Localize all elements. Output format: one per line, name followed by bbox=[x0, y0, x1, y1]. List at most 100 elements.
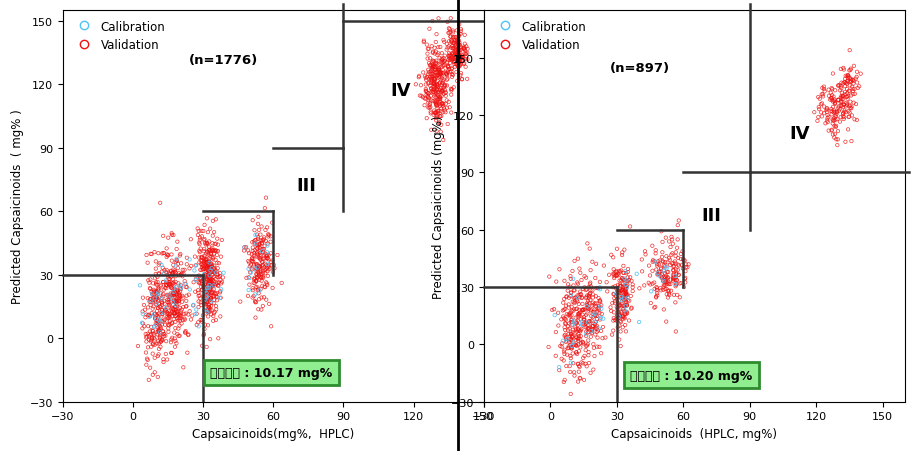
Validation bbox=[204, 269, 219, 276]
Validation bbox=[617, 288, 632, 295]
Validation bbox=[167, 316, 181, 323]
Validation bbox=[159, 356, 174, 364]
Validation bbox=[247, 247, 262, 254]
Validation bbox=[833, 87, 847, 95]
Validation bbox=[568, 324, 583, 331]
Validation bbox=[845, 86, 860, 93]
Validation bbox=[198, 307, 213, 314]
Validation bbox=[618, 298, 633, 305]
Validation bbox=[169, 257, 184, 264]
Validation bbox=[197, 274, 212, 281]
Validation bbox=[158, 308, 172, 315]
Validation bbox=[566, 307, 581, 314]
Validation bbox=[147, 314, 162, 322]
Validation bbox=[147, 341, 162, 349]
Validation bbox=[661, 279, 676, 286]
Validation bbox=[197, 263, 212, 271]
Calibration bbox=[154, 310, 169, 317]
Validation bbox=[427, 87, 442, 94]
Validation bbox=[147, 315, 162, 322]
Validation bbox=[430, 86, 444, 93]
Validation bbox=[236, 248, 251, 255]
Validation bbox=[610, 324, 625, 331]
Validation bbox=[430, 92, 444, 99]
Validation bbox=[432, 68, 447, 75]
Validation bbox=[666, 272, 681, 279]
Validation bbox=[155, 299, 169, 306]
Validation bbox=[830, 109, 845, 116]
Validation bbox=[201, 306, 215, 313]
Validation bbox=[572, 374, 587, 382]
Validation bbox=[430, 87, 444, 95]
Validation bbox=[648, 285, 662, 293]
Validation bbox=[160, 292, 175, 299]
Validation bbox=[261, 256, 276, 263]
Validation bbox=[616, 302, 631, 309]
Validation bbox=[202, 301, 216, 308]
Validation bbox=[613, 290, 627, 297]
Validation bbox=[155, 336, 169, 344]
Validation bbox=[147, 369, 162, 376]
Validation bbox=[580, 325, 594, 332]
Validation bbox=[202, 275, 217, 282]
Validation bbox=[155, 307, 169, 314]
Validation bbox=[264, 323, 278, 330]
Validation bbox=[161, 292, 176, 299]
Validation bbox=[617, 296, 632, 304]
Validation bbox=[155, 301, 169, 308]
Text: III: III bbox=[701, 207, 721, 225]
Validation bbox=[251, 242, 266, 249]
Validation bbox=[618, 328, 633, 335]
Validation bbox=[242, 250, 256, 257]
Validation bbox=[195, 286, 210, 294]
Validation bbox=[431, 67, 446, 74]
Validation bbox=[147, 303, 161, 310]
Validation bbox=[562, 310, 577, 318]
Validation bbox=[825, 109, 840, 116]
Validation bbox=[211, 272, 225, 279]
Calibration bbox=[567, 317, 582, 324]
Validation bbox=[258, 261, 273, 268]
Validation bbox=[186, 302, 201, 309]
Validation bbox=[193, 299, 208, 306]
Validation bbox=[458, 64, 473, 71]
Validation bbox=[203, 251, 218, 258]
Validation bbox=[255, 277, 269, 285]
Validation bbox=[604, 252, 618, 259]
Validation bbox=[432, 70, 447, 77]
Validation bbox=[566, 282, 581, 290]
Validation bbox=[249, 284, 264, 291]
Validation bbox=[156, 331, 170, 338]
Validation bbox=[620, 281, 635, 289]
Validation bbox=[837, 109, 852, 116]
Validation bbox=[616, 262, 631, 270]
Validation bbox=[165, 304, 180, 312]
Validation bbox=[453, 56, 468, 63]
Validation bbox=[429, 117, 443, 124]
Validation bbox=[431, 62, 446, 69]
Validation bbox=[449, 55, 463, 62]
Validation bbox=[196, 254, 211, 262]
Validation bbox=[582, 326, 596, 333]
Validation bbox=[655, 249, 670, 256]
Validation bbox=[561, 287, 575, 295]
Validation bbox=[182, 308, 197, 315]
Validation bbox=[671, 272, 686, 279]
Validation bbox=[436, 55, 451, 63]
Validation bbox=[419, 86, 433, 93]
Calibration bbox=[259, 249, 274, 256]
Validation bbox=[165, 334, 180, 341]
Validation bbox=[823, 90, 838, 97]
Validation bbox=[193, 317, 208, 324]
Calibration bbox=[202, 282, 217, 289]
Validation bbox=[201, 290, 215, 297]
Validation bbox=[447, 52, 462, 59]
Validation bbox=[638, 251, 653, 258]
Validation bbox=[572, 307, 587, 314]
Validation bbox=[812, 104, 826, 111]
Validation bbox=[202, 307, 217, 314]
Validation bbox=[828, 101, 843, 108]
Validation bbox=[255, 294, 269, 301]
Validation bbox=[204, 262, 219, 270]
Validation bbox=[581, 329, 595, 336]
